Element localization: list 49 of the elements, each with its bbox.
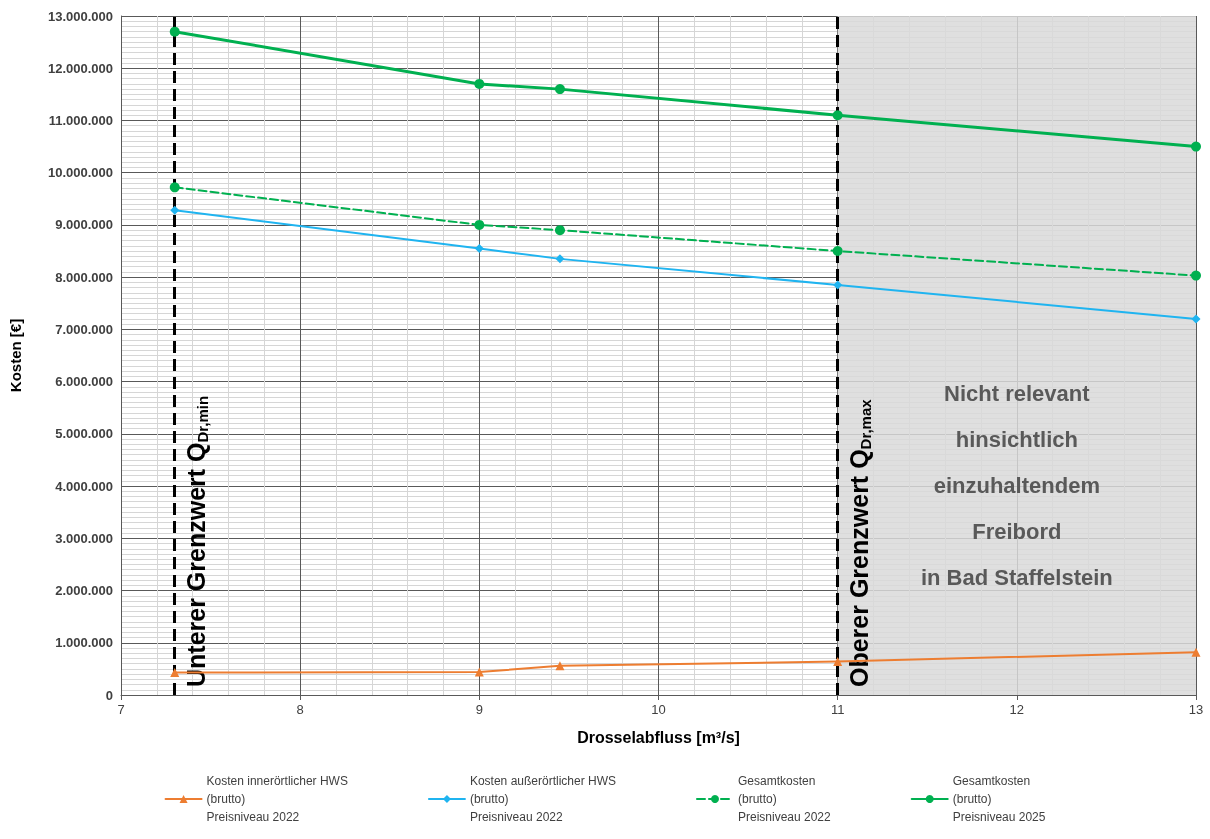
point — [169, 26, 180, 37]
x-tick-label: 10 — [651, 702, 666, 717]
legend-label: Kosten innerörtlicher HWS (brutto) Preisniveau 2022 — [206, 774, 348, 824]
point — [555, 254, 565, 264]
point — [474, 667, 484, 677]
x-tick-label: 9 — [475, 702, 483, 717]
y-tick-label: 7.000.000 — [55, 321, 113, 337]
point — [1191, 270, 1201, 281]
x-tick-label: 7 — [117, 702, 125, 717]
y-tick-label: 12.000.000 — [47, 60, 113, 76]
y-axis-title: Kosten [€] — [7, 318, 24, 393]
point — [474, 243, 484, 253]
point — [169, 182, 180, 193]
point — [832, 246, 843, 257]
y-tick-label: 4.000.000 — [55, 478, 113, 494]
x-tick-label: 11 — [830, 702, 845, 717]
y-tick-label: 3.000.000 — [55, 530, 113, 546]
point — [833, 657, 843, 667]
y-tick-label: 1.000.000 — [55, 635, 113, 651]
point — [555, 661, 565, 671]
legend-label: Gesamtkosten (brutto) Preisniveau 2025 — [952, 774, 1046, 824]
point — [1191, 314, 1201, 324]
y-tick-label: 10.000.000 — [47, 165, 113, 181]
point — [474, 219, 485, 230]
point — [1191, 647, 1201, 657]
band-label: Nicht relevant hinsichtlich einzuhaltendem Freibord in Bad Staffelstein — [920, 381, 1113, 590]
point — [554, 225, 565, 236]
y-tick-label: 9.000.000 — [55, 217, 113, 233]
x-tick-label: 13 — [1188, 702, 1204, 717]
y-tick-label: 13.000.000 — [47, 8, 113, 24]
ref-line-label: Unterer Grenzwert QDr,min — [182, 395, 211, 687]
y-tick-label: 2.000.000 — [55, 583, 113, 599]
point — [170, 205, 180, 215]
x-tick-label: 8 — [296, 702, 304, 717]
y-tick-label: 11.000.000 — [48, 112, 113, 128]
y-tick-label: 8.000.000 — [55, 269, 113, 285]
legend-label: Gesamtkosten (brutto) Preisniveau 2022 — [737, 774, 832, 824]
y-tick-label: 5.000.000 — [55, 426, 113, 442]
y-tick-label: 0 — [105, 687, 113, 703]
point — [554, 84, 565, 95]
point — [474, 78, 485, 89]
legend-label: Kosten außerörtlicher HWS (brutto) Preisniveau 2022 — [469, 774, 616, 824]
y-tick-label: 6.000.000 — [55, 374, 113, 390]
point — [1191, 141, 1201, 152]
x-tick-label: 12 — [1009, 702, 1025, 717]
point — [833, 280, 843, 290]
x-axis-title: Drosselabfluss [m³/s] — [577, 728, 740, 746]
point — [832, 110, 843, 121]
ref-line-label: Oberer Grenzwert QDr,max — [845, 398, 874, 687]
